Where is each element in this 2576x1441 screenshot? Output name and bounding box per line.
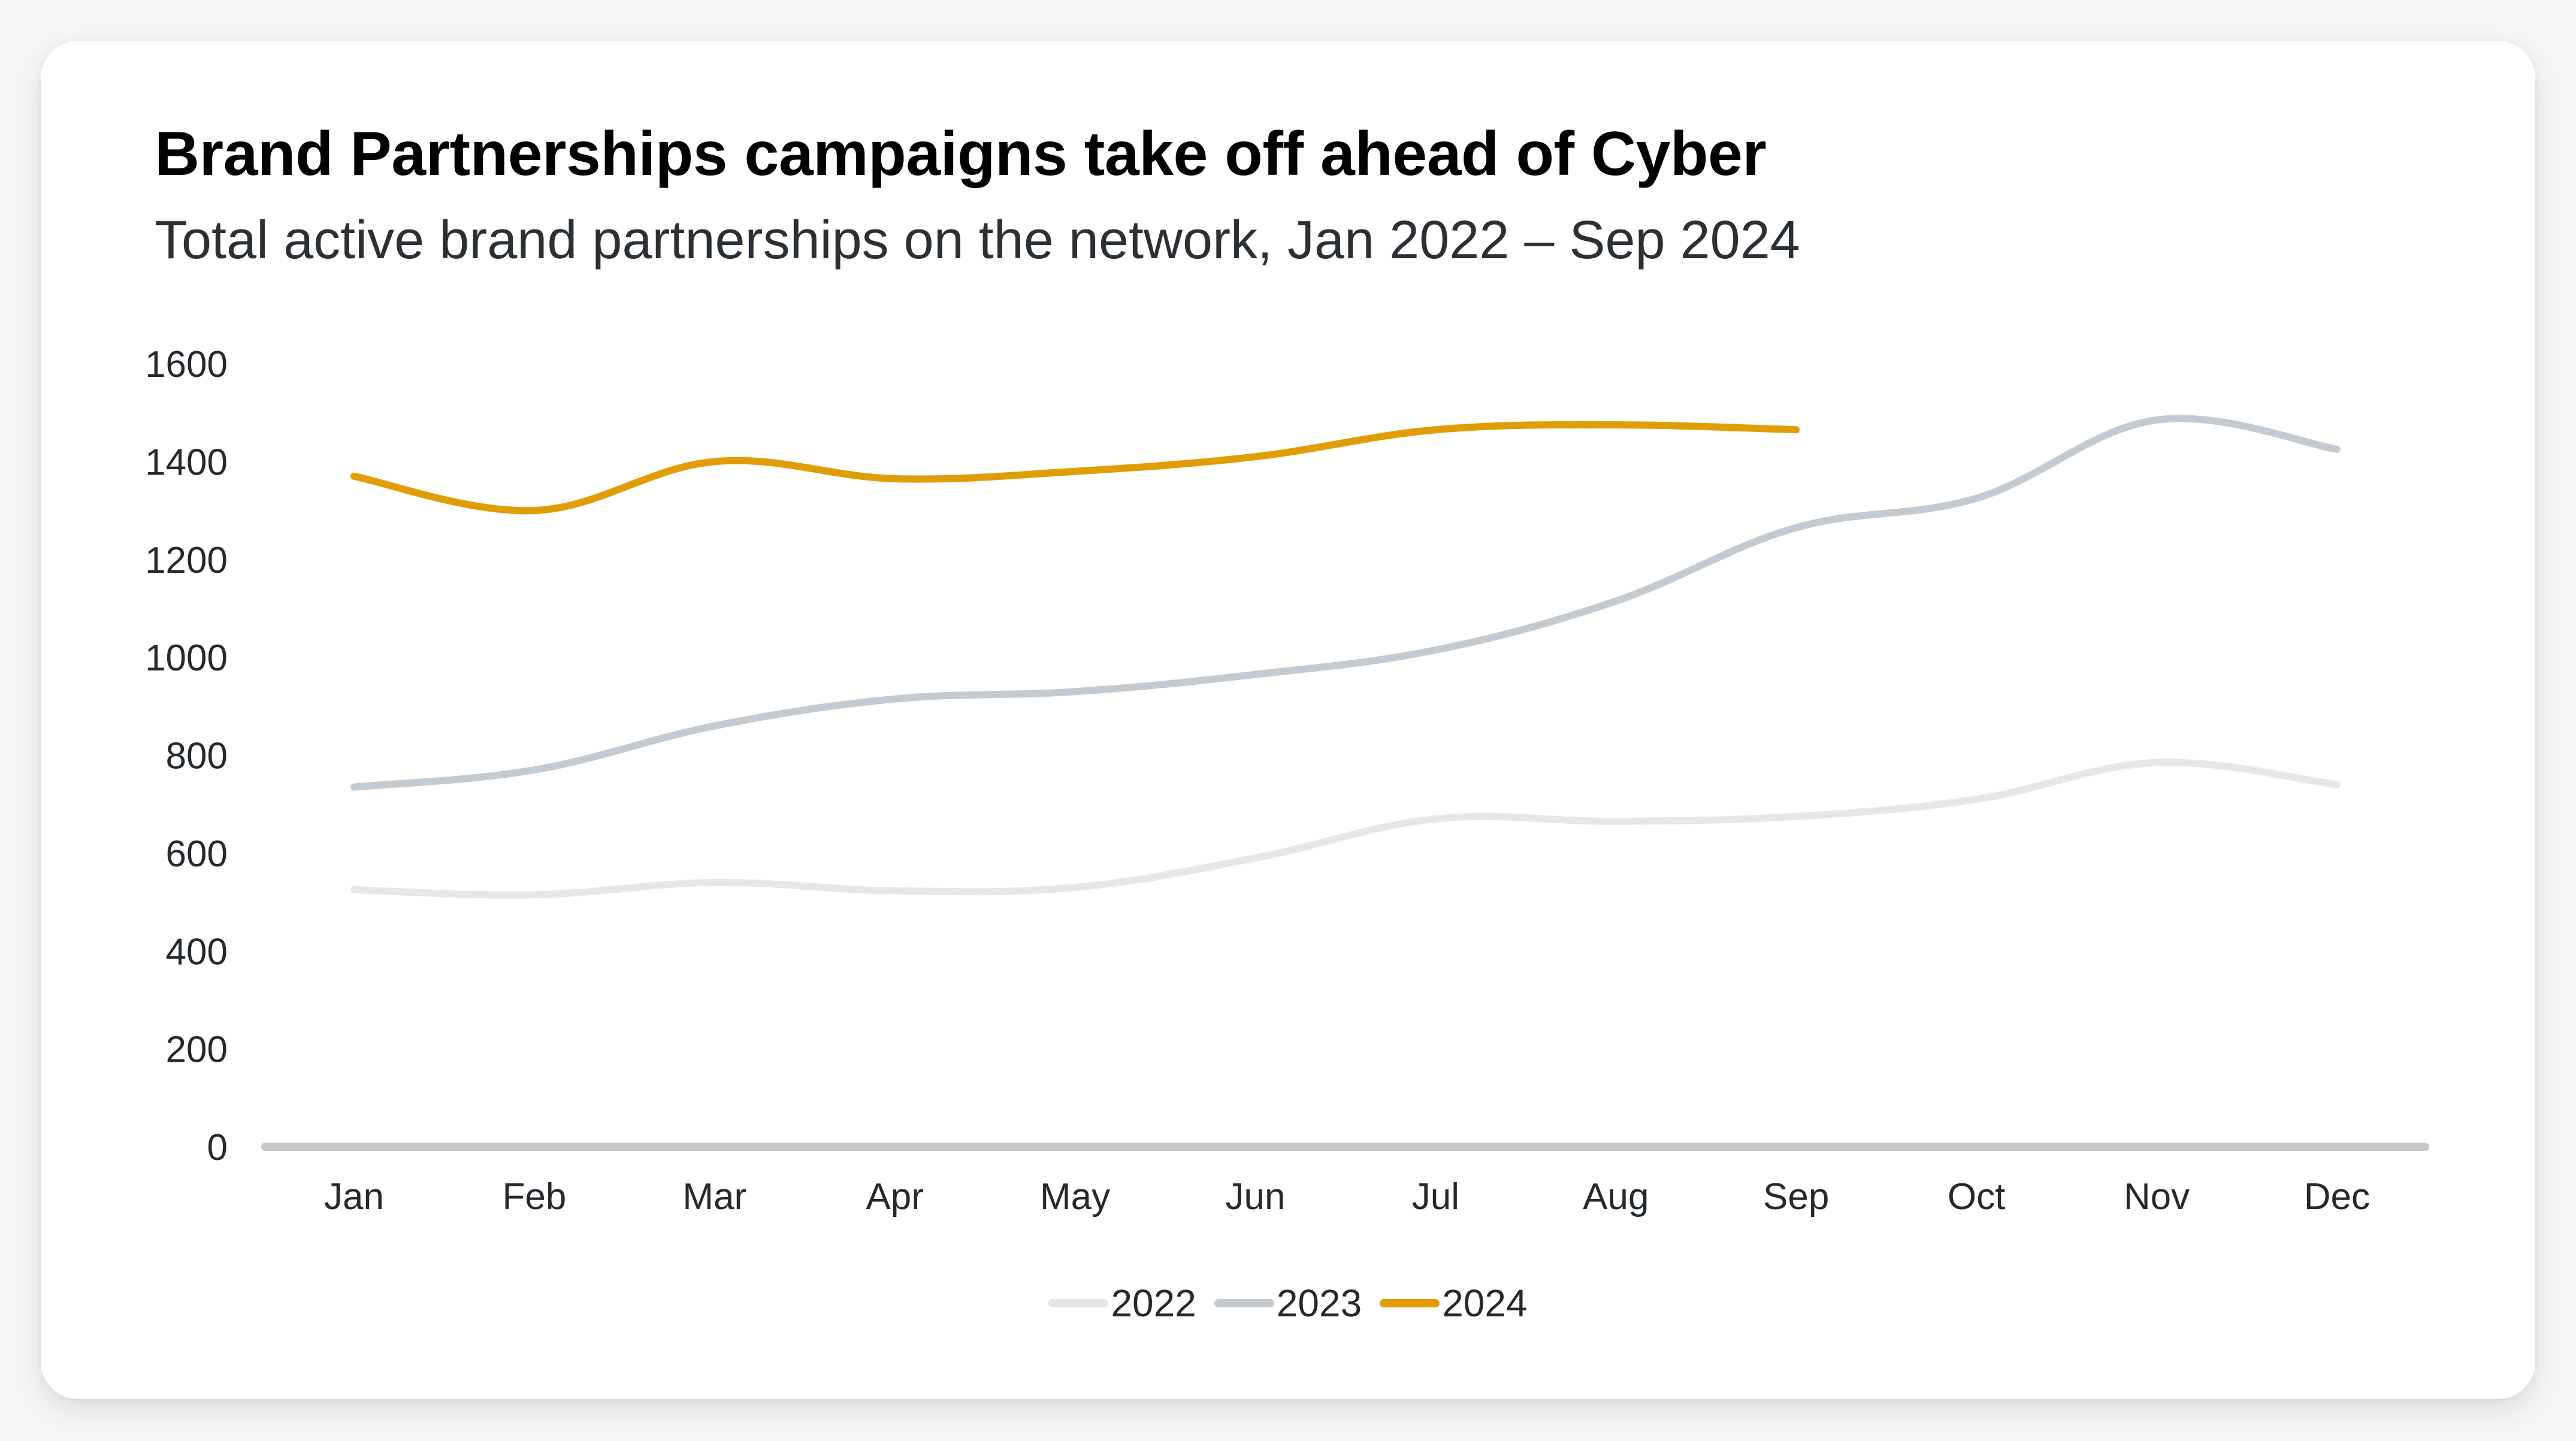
y-tick-label: 200 <box>166 1029 228 1071</box>
data-point-2023-May <box>1072 688 1079 695</box>
legend-item-2023[interactable]: 2023 <box>1214 1281 1362 1325</box>
x-tick-label: Dec <box>2304 1176 2370 1218</box>
y-tick-label: 0 <box>207 1127 228 1168</box>
data-point-2022-Dec <box>2333 781 2341 789</box>
x-tick-label: Sep <box>1763 1176 1829 1218</box>
series-line-2022 <box>350 759 2341 899</box>
y-tick-label: 600 <box>166 833 228 875</box>
data-point-2024-Mar <box>711 458 718 465</box>
data-point-2022-Sep <box>1792 813 1800 820</box>
x-tick-label: Mar <box>682 1176 746 1218</box>
data-point-2022-Nov <box>2153 759 2160 766</box>
x-tick-label: Aug <box>1583 1176 1649 1218</box>
data-point-2022-Oct <box>1973 796 1980 803</box>
chart-title: Brand Partnerships campaigns take off ah… <box>155 119 1767 189</box>
x-tick-label: Jan <box>324 1176 384 1218</box>
data-point-2023-Oct <box>1973 495 1980 502</box>
data-point-2023-Jul <box>1432 647 1439 654</box>
data-point-2024-Apr <box>891 475 899 482</box>
data-point-2024-Jan <box>350 473 358 480</box>
data-point-2023-Apr <box>891 696 899 703</box>
data-point-2023-Mar <box>711 722 718 729</box>
x-axis: Jan Feb Mar Apr May Jun Jul Aug Sep Oct Nov Dec <box>261 1143 2429 1218</box>
x-tick-label: Nov <box>2124 1176 2190 1218</box>
series-layer <box>350 415 2341 899</box>
series-line-2023 <box>350 415 2341 791</box>
x-tick-label: Jun <box>1226 1176 1286 1218</box>
data-point-2022-Jul <box>1432 815 1439 823</box>
data-point-2022-Aug <box>1612 818 1619 825</box>
data-point-2024-Jun <box>1252 453 1259 460</box>
legend-swatch-icon <box>1380 1299 1440 1307</box>
data-point-2024-Jul <box>1432 426 1439 433</box>
legend-item-2024[interactable]: 2024 <box>1380 1281 1528 1325</box>
y-axis: 0 200 400 600 800 1000 1200 1400 1600 <box>145 344 228 1168</box>
data-point-2022-Apr <box>891 887 899 895</box>
data-point-2022-May <box>1072 884 1079 891</box>
legend-swatch-icon <box>1048 1299 1109 1307</box>
legend-label: 2024 <box>1442 1282 1528 1325</box>
legend-swatch-icon <box>1214 1299 1274 1307</box>
legend: 2022 2023 2024 <box>0 1281 2576 1325</box>
data-point-2023-Aug <box>1612 597 1619 605</box>
data-point-2023-Jan <box>350 784 358 791</box>
legend-item-2022[interactable]: 2022 <box>1048 1281 1196 1325</box>
data-point-2022-Feb <box>531 891 538 898</box>
data-point-2023-Nov <box>2153 416 2160 424</box>
y-tick-label: 1600 <box>145 344 228 385</box>
data-point-2023-Feb <box>531 766 538 774</box>
x-tick-label: Jul <box>1412 1176 1459 1218</box>
chart-subtitle: Total active brand partnerships on the n… <box>155 210 1800 270</box>
data-point-2022-Jan <box>350 886 358 893</box>
chart-card <box>41 41 2535 1399</box>
data-point-2022-Mar <box>711 879 718 886</box>
data-point-2024-Aug <box>1612 421 1619 428</box>
x-tick-label: Feb <box>502 1176 566 1218</box>
series-line-2024 <box>350 421 1800 515</box>
y-tick-label: 800 <box>166 736 228 777</box>
data-point-2023-Sep <box>1792 524 1800 531</box>
data-point-2023-Jun <box>1252 671 1259 678</box>
x-tick-label: Oct <box>1948 1176 2005 1218</box>
legend-label: 2022 <box>1111 1282 1196 1325</box>
x-tick-label: Apr <box>866 1176 923 1218</box>
data-point-2023-Dec <box>2333 446 2341 453</box>
y-tick-label: 1000 <box>145 638 228 679</box>
y-tick-label: 1200 <box>145 540 228 581</box>
y-tick-label: 400 <box>166 931 228 972</box>
legend-label: 2023 <box>1276 1282 1362 1325</box>
data-point-2024-Feb <box>531 507 538 514</box>
y-tick-label: 1400 <box>145 442 228 483</box>
data-point-2022-Jun <box>1252 854 1259 862</box>
data-point-2024-Sep <box>1792 426 1800 433</box>
data-point-2024-May <box>1072 468 1079 475</box>
x-tick-label: May <box>1040 1176 1110 1218</box>
